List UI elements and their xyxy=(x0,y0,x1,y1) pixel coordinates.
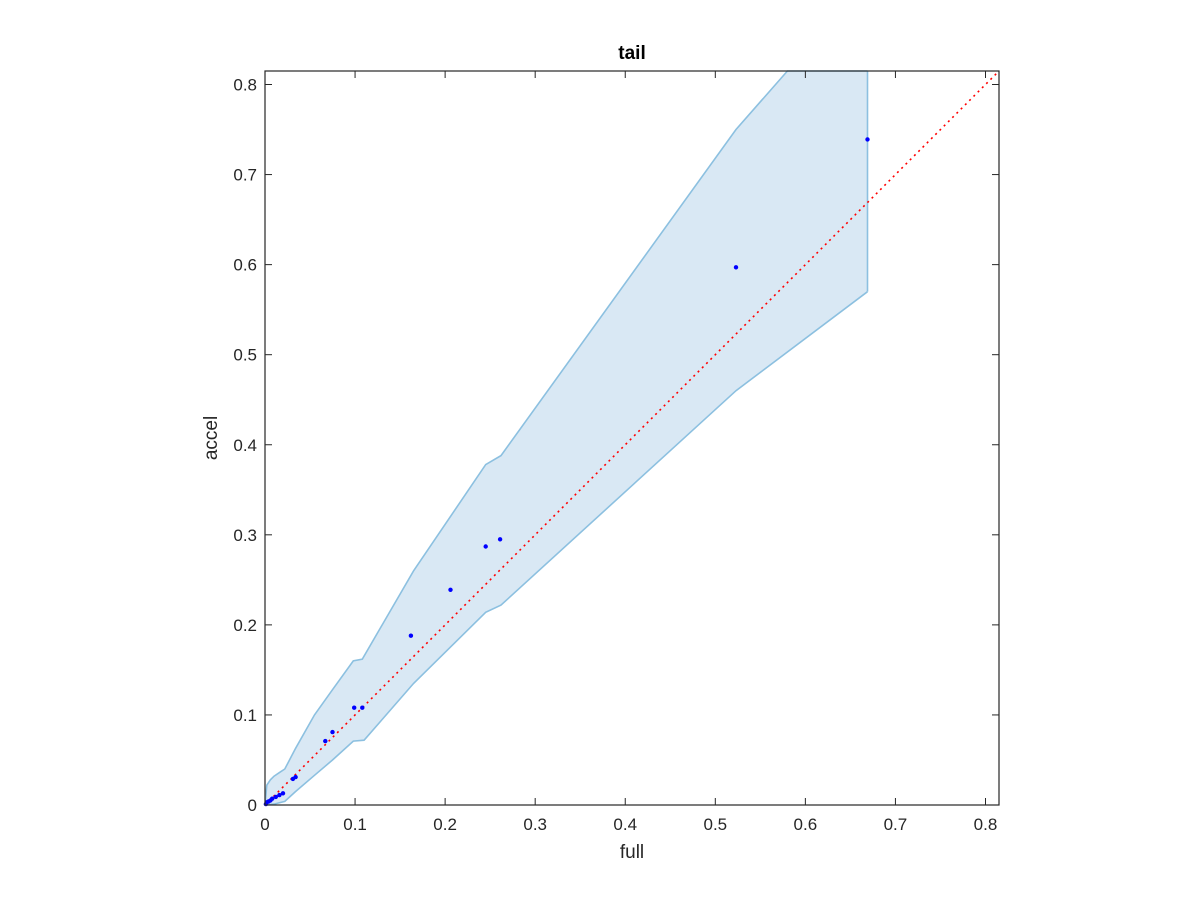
data-point xyxy=(448,587,453,592)
data-point xyxy=(352,705,357,710)
x-tick-label: 0.7 xyxy=(884,815,908,834)
y-tick-label: 0.4 xyxy=(233,436,257,455)
data-point xyxy=(323,738,328,744)
data-point xyxy=(483,544,488,549)
x-tick-label: 0 xyxy=(260,815,269,834)
x-axis-label: full xyxy=(620,842,644,863)
data-point xyxy=(360,705,365,710)
y-tick-label: 0 xyxy=(248,796,257,815)
y-tick-label: 0.3 xyxy=(233,526,257,545)
confidence-band-layer xyxy=(264,70,869,806)
chart-title: tail xyxy=(618,43,645,64)
y-tick-label: 0.7 xyxy=(233,166,257,185)
data-point xyxy=(408,633,414,638)
confidence-band-fill xyxy=(265,71,868,805)
x-tick-label: 0.6 xyxy=(794,815,818,834)
data-point xyxy=(280,791,286,796)
x-tick-label: 0.5 xyxy=(703,815,727,834)
data-point xyxy=(293,774,298,780)
data-point xyxy=(497,537,503,542)
y-tick-label: 0.6 xyxy=(233,256,257,275)
data-point xyxy=(865,137,870,142)
x-tick-label: 0.2 xyxy=(433,815,457,834)
y-tick-label: 0.1 xyxy=(233,706,257,725)
data-point xyxy=(270,796,275,801)
x-tick-label: 0.1 xyxy=(343,815,367,834)
data-points-layer xyxy=(263,137,870,807)
confidence-band-upper-edge xyxy=(264,70,868,806)
data-point xyxy=(330,729,335,735)
plot-area-frame xyxy=(264,70,1000,806)
data-point xyxy=(277,792,282,798)
x-axis-ticks: 0 0.1 0.2 0.3 0.4 0.5 0.6 0.7 0.8 xyxy=(260,71,997,834)
y-axis-label: accel xyxy=(201,416,222,460)
y-tick-label: 0.5 xyxy=(233,346,257,365)
y-tick-label: 0.8 xyxy=(233,76,257,95)
y-axis-ticks: 0 0.1 0.2 0.3 0.4 0.5 0.6 0.7 0.8 xyxy=(233,76,999,815)
reference-line-layer xyxy=(264,70,1000,806)
reference-line xyxy=(264,70,1000,806)
data-point xyxy=(273,794,278,800)
x-tick-label: 0.4 xyxy=(613,815,637,834)
confidence-band-lower-edge xyxy=(264,291,868,806)
y-tick-label: 0.2 xyxy=(233,616,257,635)
x-tick-label: 0.3 xyxy=(523,815,547,834)
data-point xyxy=(733,265,739,270)
x-tick-label: 0.8 xyxy=(974,815,998,834)
